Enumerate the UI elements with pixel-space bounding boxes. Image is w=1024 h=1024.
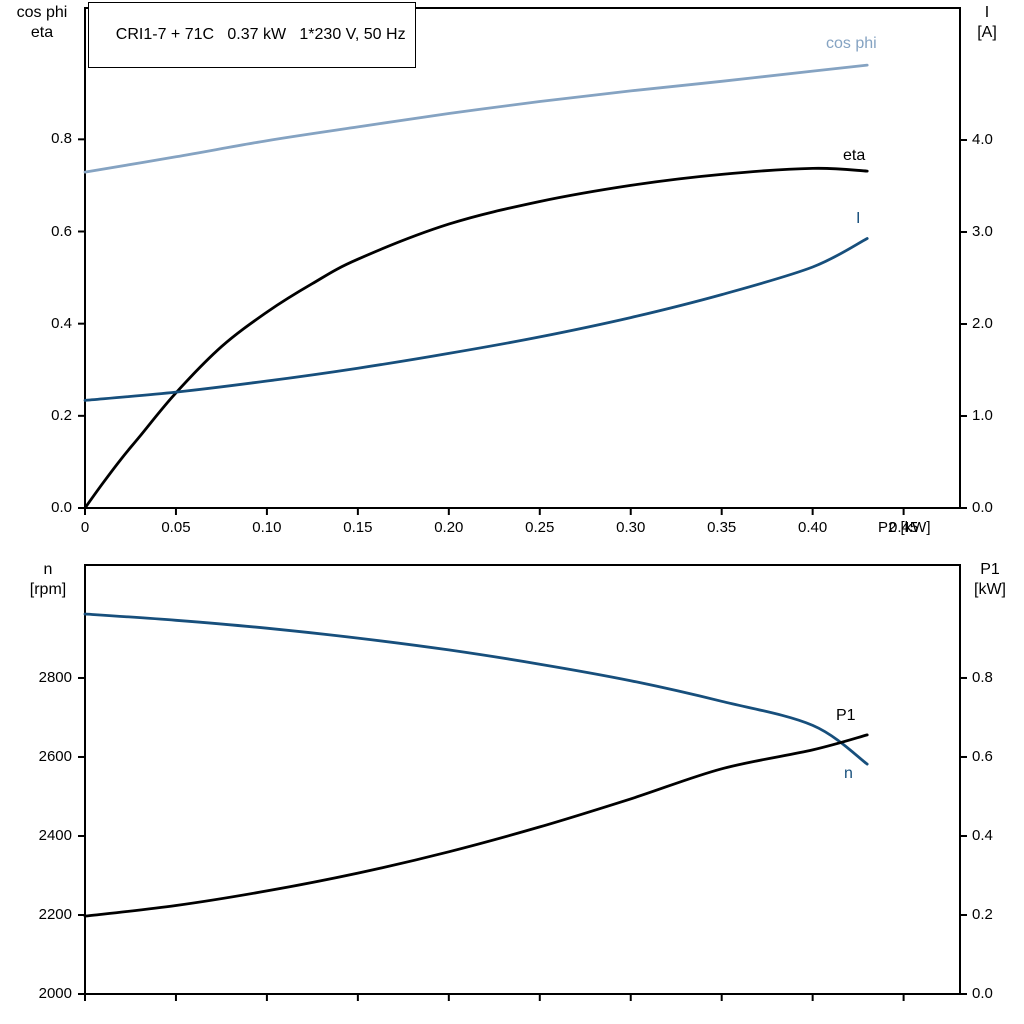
x-tick-label: 0.45 (888, 519, 919, 536)
axis-title-current: I (984, 4, 990, 21)
axis-title-speed-unit: [rpm] (29, 581, 67, 598)
y-left-tick-label: 2000 (38, 985, 72, 1002)
y-left-tick-label: 2400 (38, 826, 72, 844)
axis-title-speed: n (43, 561, 53, 578)
x-tick-label: 0.15 (343, 519, 373, 536)
y-right-tick-label: 0.2 (972, 905, 993, 923)
y-right-tick-label: 0.8 (972, 668, 993, 686)
axis-title-p1-unit: [kW] (974, 581, 1006, 598)
y-left-tick-label: 2600 (38, 747, 72, 765)
series-label-cos-phi: cos phi (826, 35, 877, 52)
x-tick-label: 0.40 (798, 519, 828, 536)
y-right-tick-label: 3.0 (972, 223, 993, 240)
x-axis-label: P2 [kW] (878, 519, 931, 536)
axis-title-p1: P1 (980, 561, 1000, 578)
y-right-tick-label: 0.4 (972, 826, 993, 844)
curve-n (83, 612, 869, 766)
y-right-tick-label: 0.0 (972, 499, 993, 516)
y-left-tick-label: 0.6 (51, 222, 72, 240)
y-left-tick-label: 2200 (38, 905, 72, 923)
y-right-tick-label: 4.0 (972, 131, 993, 148)
axis-title-cos-phi: cos phi (16, 4, 68, 21)
y-right-tick-label: 1.0 (972, 407, 993, 424)
plot-frame (84, 7, 961, 509)
y-left-tick-label: 2800 (38, 668, 72, 686)
x-tick-label: 0 (80, 519, 90, 536)
bottom-right-axis-title: P1 [kW] (962, 560, 1018, 600)
x-tick-label: 0.10 (252, 519, 282, 536)
bottom-left-axis-title: n [rpm] (16, 560, 80, 600)
x-tick-label: 0.35 (707, 519, 737, 536)
y-right-tick-label: 0.0 (972, 985, 993, 1002)
series-label-eta: eta (843, 147, 866, 164)
y-left-tick-label: 0.4 (51, 314, 72, 332)
y-right-tick-label: 2.0 (972, 315, 993, 332)
curve-i (83, 237, 869, 402)
top-right-axis-title: I [A] (962, 3, 1012, 43)
y-left-tick-label: 0.0 (51, 499, 72, 516)
x-tick-label: 0.05 (161, 519, 191, 536)
x-tick-label: 0.30 (616, 519, 646, 536)
x-tick-label: 0.25 (525, 519, 555, 536)
series-label-p1: P1 (836, 707, 856, 724)
curve-p1 (83, 733, 869, 918)
series-label-current: I (856, 210, 861, 227)
series-label-n: n (844, 765, 853, 782)
top-left-axis-title: cos phi eta (6, 3, 78, 43)
x-tick-label: 0.20 (434, 519, 464, 536)
curve-eta (83, 166, 869, 510)
curve-cos-phi (83, 63, 869, 174)
chart-title: CRI1-7 + 71C 0.37 kW 1*230 V, 50 Hz (115, 26, 406, 43)
axis-title-eta: eta (30, 24, 54, 41)
axis-title-current-unit: [A] (977, 24, 997, 41)
plot-frame (84, 564, 961, 995)
y-left-tick-label: 0.8 (51, 130, 72, 148)
y-right-tick-label: 0.6 (972, 747, 993, 765)
y-left-tick-label: 0.2 (51, 406, 72, 424)
chart-title-box: CRI1-7 + 71C 0.37 kW 1*230 V, 50 Hz (88, 2, 416, 68)
